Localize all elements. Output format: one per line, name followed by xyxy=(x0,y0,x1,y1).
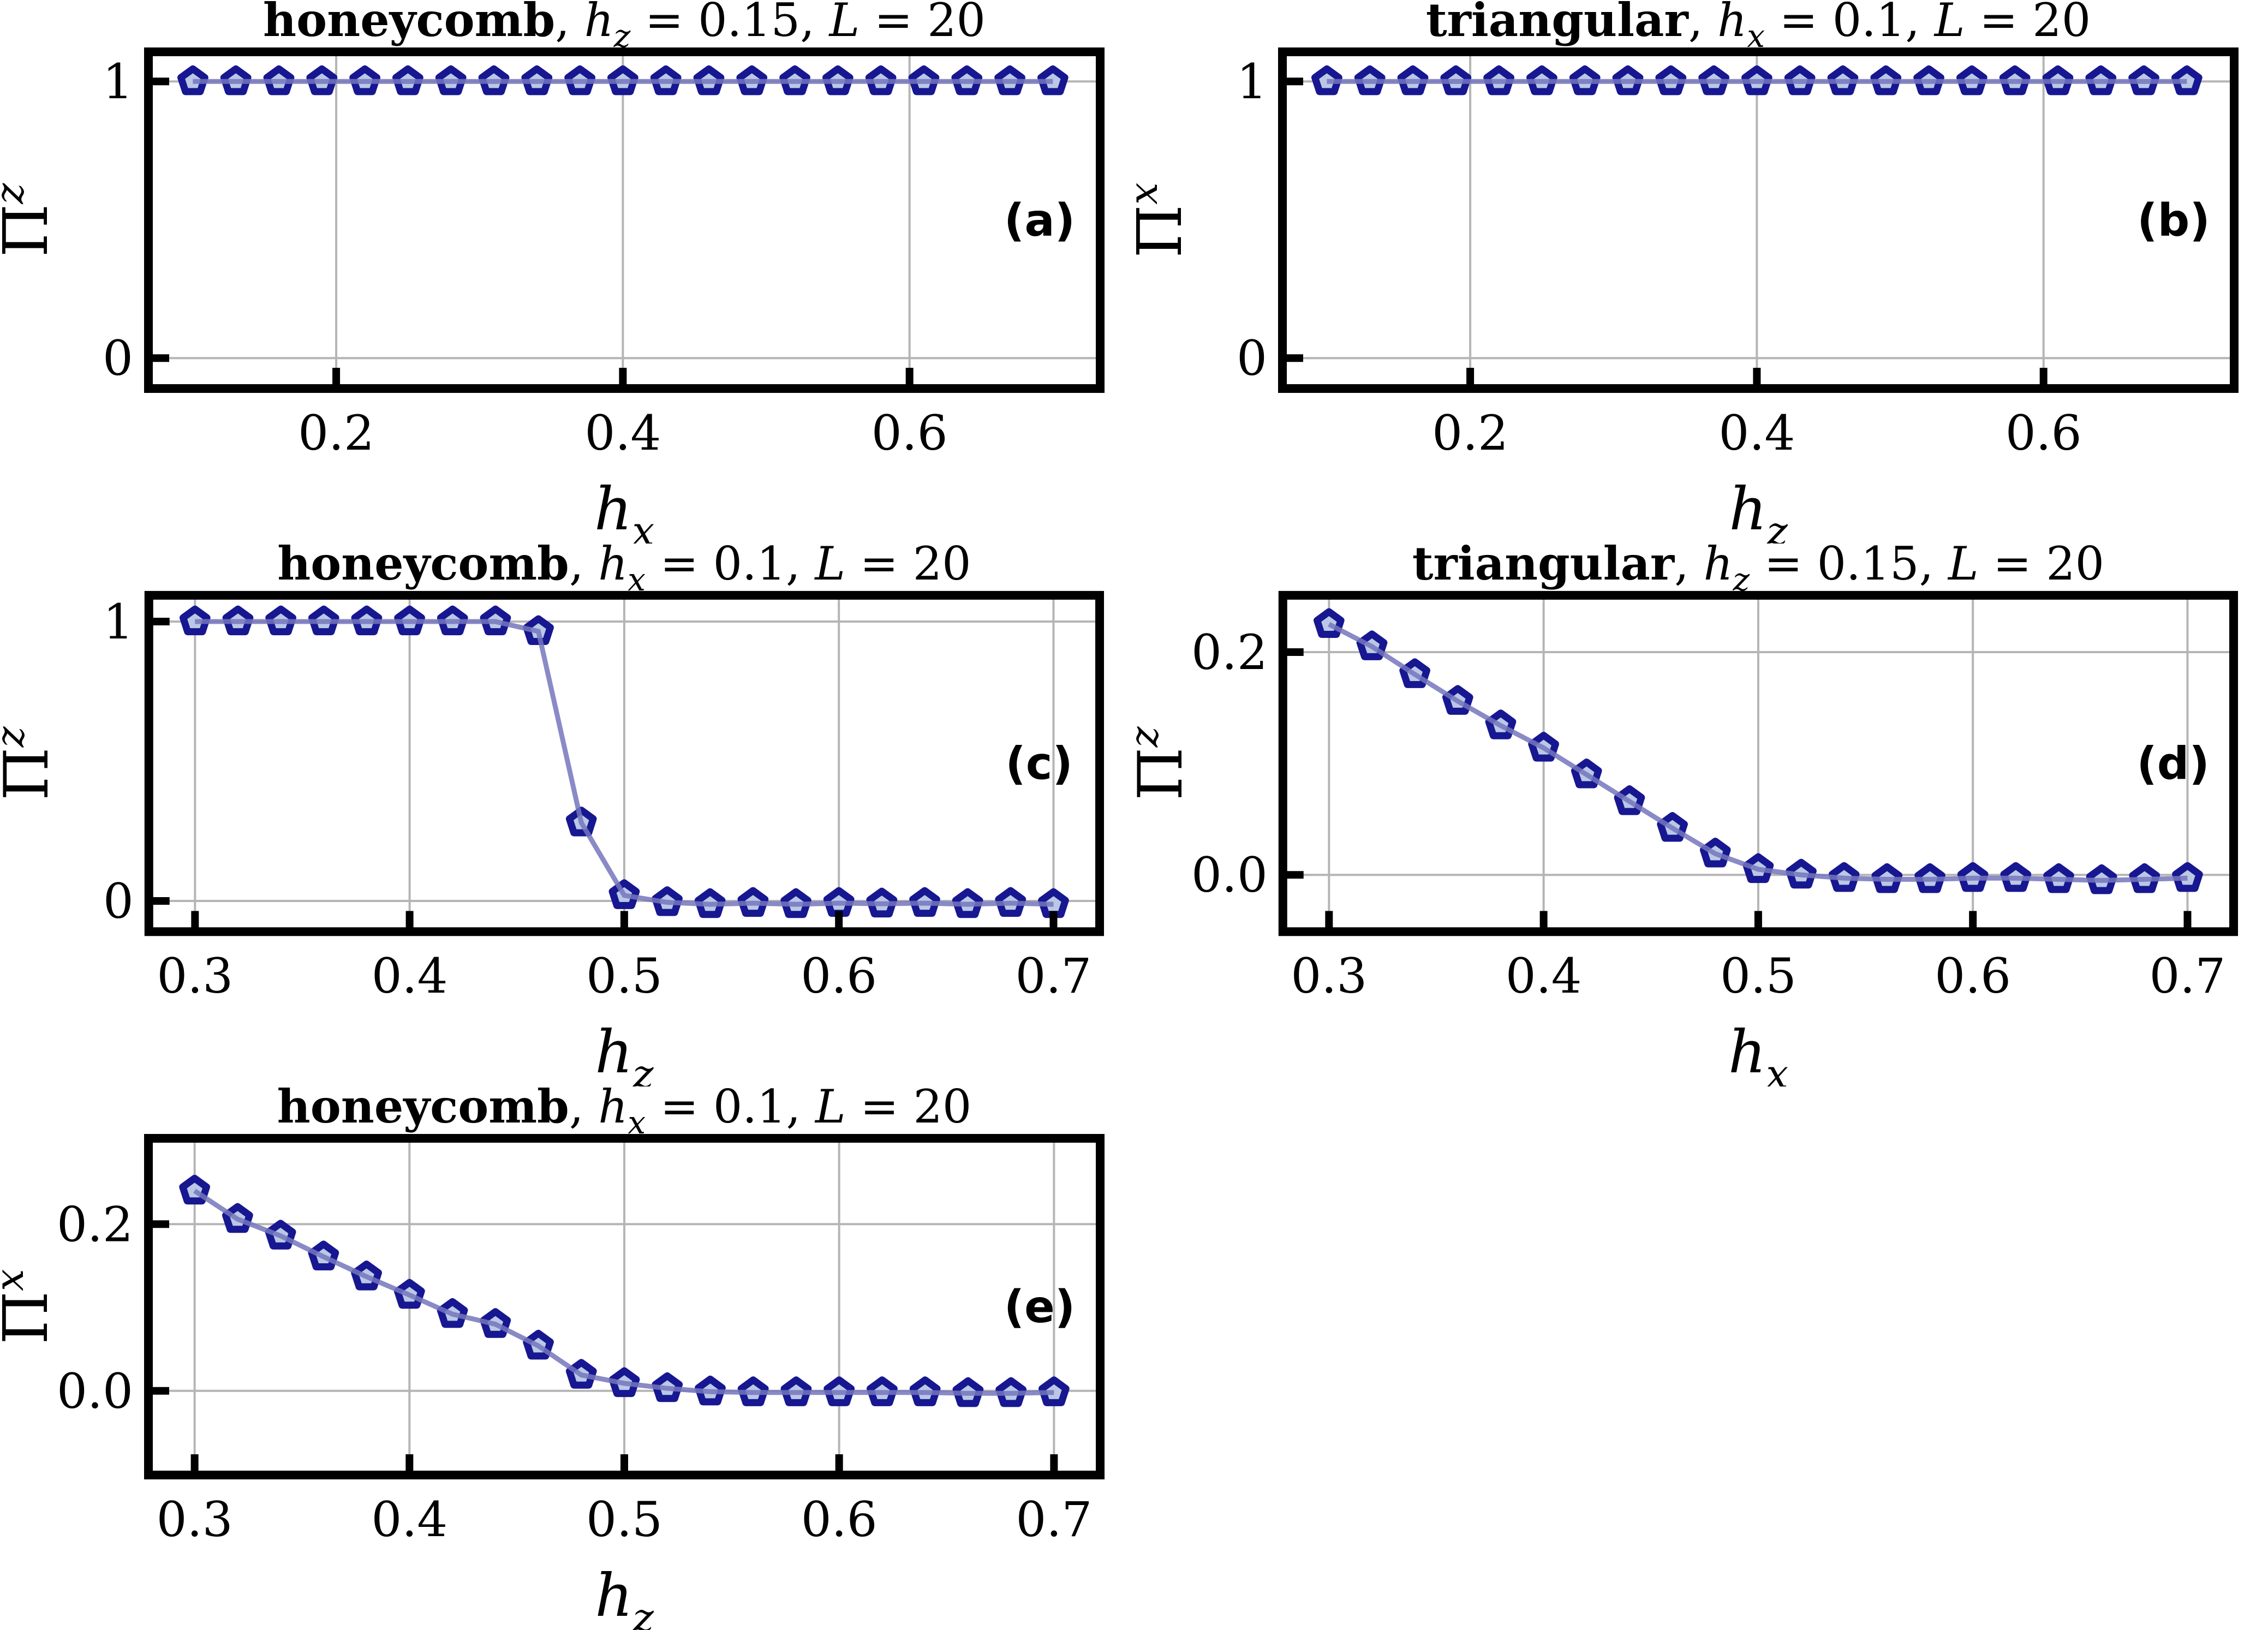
y-tick-label: 0.2 xyxy=(57,1196,133,1252)
pentagon-marker xyxy=(2171,65,2203,95)
x-tick-label: 0.5 xyxy=(1720,948,1797,1004)
x-tick-label: 0.6 xyxy=(801,948,877,1004)
marker-layer xyxy=(177,65,1069,95)
y-tick-label: 1 xyxy=(1237,53,1267,110)
panel-title: honeycomb, hx = 0.1, L = 20 xyxy=(277,1086,972,1141)
x-tick-label: 0.4 xyxy=(1718,405,1795,461)
panel-background xyxy=(1,544,1133,1086)
panel-letter: (c) xyxy=(1005,738,1072,790)
x-tick-label: 0.2 xyxy=(298,405,374,461)
x-tick-label: 0.6 xyxy=(1935,948,2011,1004)
data-line xyxy=(195,619,1054,907)
x-axis-label: hx xyxy=(1728,1018,1788,1086)
chart-a: 0.2 0.4 0.6 0 1 honeycomb, hz = 0.15, L = 20 Π… xyxy=(0,0,1134,544)
x-tick-label: 0.4 xyxy=(584,405,661,461)
y-axis-label: Πz xyxy=(0,183,62,258)
x-tick-label: 0.3 xyxy=(1291,948,1367,1004)
y-tick-label: 0 xyxy=(103,873,134,929)
x-tick-label: 0.2 xyxy=(1432,405,1508,461)
x-tick-label: 0.3 xyxy=(157,948,233,1004)
y-axis-label: Πx xyxy=(1134,182,1196,258)
x-tick-label: 0.7 xyxy=(1016,948,1092,1004)
panel-background xyxy=(1135,544,2267,1086)
x-tick-label: 0.4 xyxy=(371,1491,447,1548)
y-axis-label: Πz xyxy=(1134,726,1196,801)
x-tick-label: 0.4 xyxy=(1506,948,1582,1004)
x-tick-label: 0.4 xyxy=(372,948,448,1004)
panel-title: triangular, hx = 0.1, L = 20 xyxy=(1426,0,2091,55)
panel-e: 0.3 0.4 0.5 0.6 0.7 0.0 0.2 honeycomb, hx = 0.1… xyxy=(0,1086,1134,1630)
panel-background xyxy=(0,1086,1134,1630)
y-tick-label: 0.0 xyxy=(1191,847,1268,903)
pentagon-marker xyxy=(2172,862,2203,892)
x-axis-label: hz xyxy=(1729,475,1788,544)
chart-e: 0.3 0.4 0.5 0.6 0.7 0.0 0.2 honeycomb, hx = 0.1… xyxy=(0,1086,1134,1630)
x-tick-label: 0.5 xyxy=(586,1491,663,1548)
y-axis-label: Πz xyxy=(0,726,62,801)
panel-letter: (b) xyxy=(2137,195,2210,247)
x-axis-label: hz xyxy=(595,1562,654,1630)
y-tick-label: 0.0 xyxy=(57,1363,133,1419)
x-tick-label: 0.7 xyxy=(1016,1491,1092,1548)
y-axis-label: Πx xyxy=(0,1269,62,1344)
panel-d: 0.3 0.4 0.5 0.6 0.7 0.0 0.2 triangular, hz = 0.… xyxy=(1134,544,2268,1086)
x-tick-label: 0.6 xyxy=(872,405,948,461)
y-tick-label: 0 xyxy=(1237,330,1267,386)
x-axis-label: hz xyxy=(595,1018,654,1086)
x-tick-label: 0.6 xyxy=(801,1491,878,1548)
chart-c: 0.3 0.4 0.5 0.6 0.7 0 1 honeycomb, hx = 0.1, L … xyxy=(0,544,1133,1086)
y-tick-label: 0.2 xyxy=(1191,624,1268,680)
x-tick-label: 0.7 xyxy=(2150,948,2226,1004)
panel-title: triangular, hz = 0.15, L = 20 xyxy=(1412,544,2104,598)
panel-c: 0.3 0.4 0.5 0.6 0.7 0 1 honeycomb, hx = 0.1, L … xyxy=(0,544,1134,1086)
chart-d: 0.3 0.4 0.5 0.6 0.7 0.0 0.2 triangular, hz = 0.… xyxy=(1134,544,2267,1086)
data-line xyxy=(1328,622,2188,883)
y-tick-label: 1 xyxy=(103,594,134,650)
panel-letter: (d) xyxy=(2136,738,2210,790)
y-tick-label: 0 xyxy=(103,330,133,386)
empty-cell xyxy=(1134,1086,2268,1630)
panel-title: honeycomb, hz = 0.15, L = 20 xyxy=(263,0,986,55)
x-tick-label: 0.5 xyxy=(586,948,663,1004)
panel-letter: (a) xyxy=(1004,195,1075,247)
panel-title: honeycomb, hx = 0.1, L = 20 xyxy=(277,544,971,598)
x-axis-label: hx xyxy=(594,475,654,544)
y-tick-label: 1 xyxy=(103,53,133,110)
panel-b: 0.2 0.4 0.6 0 1 triangular, hx = 0.1, L = 20 Π… xyxy=(1134,0,2268,544)
x-tick-label: 0.3 xyxy=(157,1491,233,1548)
x-tick-label: 0.6 xyxy=(2006,405,2082,461)
panel-letter: (e) xyxy=(1004,1281,1076,1333)
panel-a: 0.2 0.4 0.6 0 1 honeycomb, hz = 0.15, L = 20 Π… xyxy=(0,0,1134,544)
chart-b: 0.2 0.4 0.6 0 1 triangular, hx = 0.1, L = 20 Π… xyxy=(1134,0,2268,544)
pentagon-marker xyxy=(1311,65,1342,95)
pentagon-marker xyxy=(1037,65,1069,95)
data-line xyxy=(193,1189,1054,1396)
